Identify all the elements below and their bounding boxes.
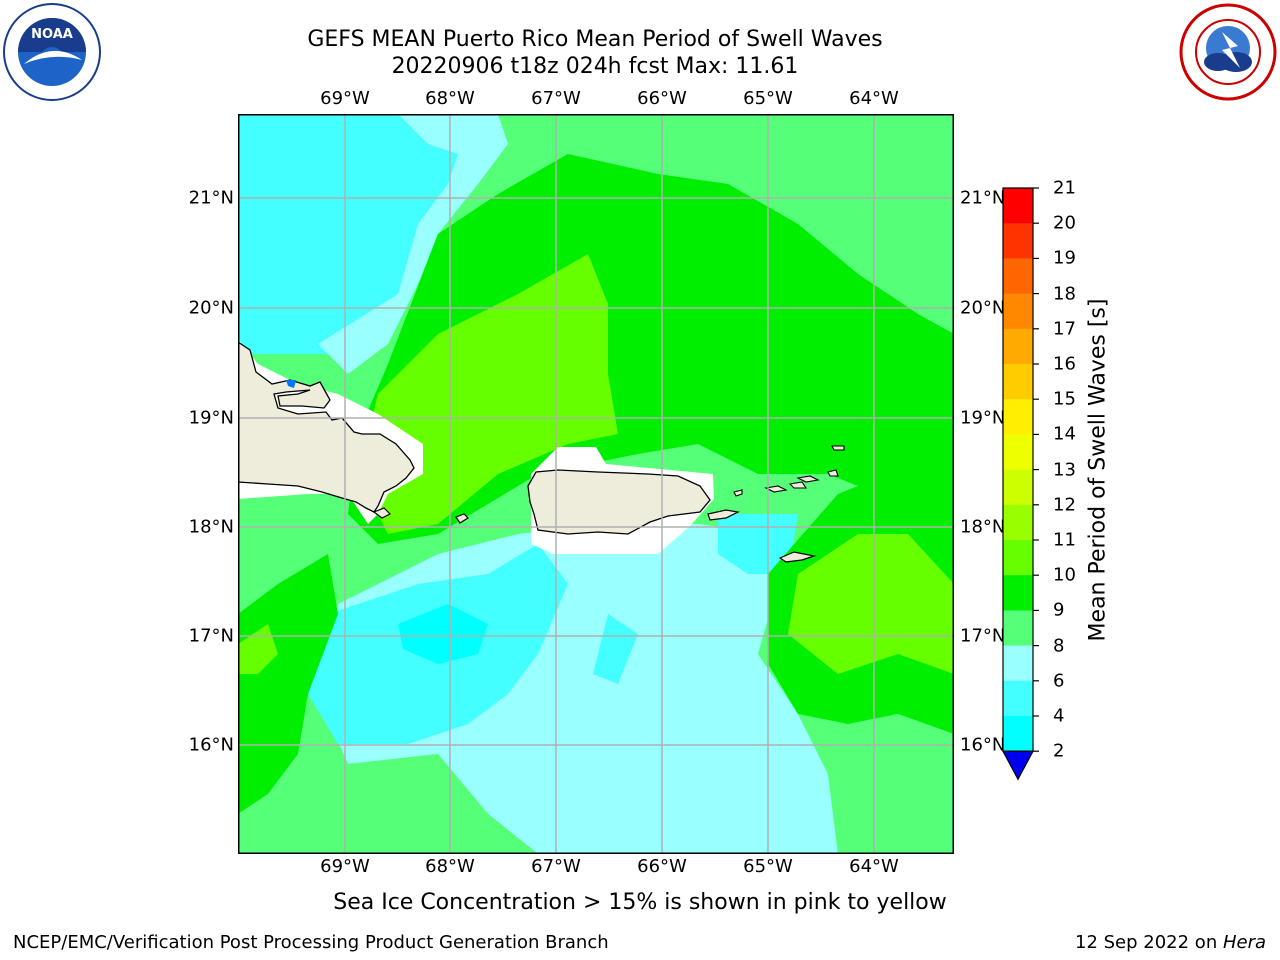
lat-label-left: 19°N	[188, 407, 234, 429]
lon-label-top: 66°W	[637, 88, 687, 109]
colorbar-tick-label: 6	[1053, 670, 1065, 692]
lon-label-bottom: 66°W	[637, 856, 687, 877]
lon-label-top: 65°W	[743, 88, 793, 109]
region-9-10s-southwest	[238, 754, 538, 854]
colorbar-segment	[1003, 258, 1033, 295]
colorbar-tick-label: 11	[1053, 529, 1076, 551]
land-isla-saona	[372, 507, 392, 519]
lat-label-right: 18°N	[960, 516, 1006, 538]
colorbar-segment	[1003, 328, 1033, 365]
colorbar-segment	[1003, 504, 1033, 541]
region-11-12s-southeast	[788, 534, 954, 674]
colorbar-segment	[1003, 188, 1033, 224]
colorbar-tick-label: 17	[1053, 318, 1076, 340]
lon-label-top: 68°W	[425, 88, 475, 109]
land-st-thomas	[764, 485, 788, 493]
footer-date: 12 Sep 2022 on Hera	[1075, 932, 1266, 953]
lon-label-top: 67°W	[531, 88, 581, 109]
colorbar-tick-label: 10	[1053, 564, 1076, 586]
noaa-logo: NOAA	[3, 3, 101, 101]
lat-label-right: 16°N	[960, 734, 1006, 756]
colorbar-tick-label: 18	[1053, 283, 1076, 305]
colorbar-segment	[1003, 399, 1033, 435]
colorbar-tick-label: 12	[1053, 494, 1076, 516]
footer-date-text: 12 Sep 2022 on	[1075, 932, 1223, 953]
lat-label-right: 21°N	[960, 187, 1006, 209]
region-6-8s-patch	[593, 614, 638, 684]
colorbar-segment	[1003, 364, 1033, 400]
land-virgin-gorda	[827, 469, 839, 477]
lat-label-left: 20°N	[188, 297, 234, 319]
lat-label-right: 20°N	[960, 297, 1006, 319]
colorbar-segment	[1003, 575, 1033, 611]
colorbar-title: Mean Period of Swell Waves [s]	[1085, 298, 1111, 642]
region-6-8s-east	[718, 514, 798, 574]
land-hispaniola	[238, 341, 415, 513]
colorbar-segment	[1003, 645, 1033, 682]
colorbar-segment	[1003, 540, 1033, 576]
colorbar-tick-label: 20	[1053, 212, 1076, 234]
colorbar	[1001, 187, 1039, 781]
region-6-8s-northwest	[238, 114, 458, 354]
lat-label-left: 17°N	[188, 625, 234, 647]
land-culebra	[733, 489, 743, 497]
colorbar-extend-triangle	[1001, 750, 1035, 781]
lat-label-right: 17°N	[960, 625, 1006, 647]
colorbar-tick-label: 9	[1053, 599, 1065, 621]
footer-host: Hera	[1222, 932, 1266, 953]
colorbar-segment	[1003, 469, 1033, 506]
land-st-croix	[778, 551, 817, 563]
region-4-6s-south	[398, 604, 488, 664]
nws-logo	[1179, 3, 1277, 101]
region-10-11s-southwest	[238, 554, 338, 814]
region-8-9s-northwest-band	[318, 114, 508, 374]
lon-label-bottom: 69°W	[320, 856, 370, 877]
lat-label-left: 21°N	[188, 187, 234, 209]
colorbar-tick-label: 8	[1053, 635, 1065, 657]
colorbar-tick-label: 16	[1053, 353, 1076, 375]
swell-period-map	[238, 114, 954, 854]
lon-label-bottom: 67°W	[531, 856, 581, 877]
lon-label-bottom: 65°W	[743, 856, 793, 877]
colorbar-tick-label: 19	[1053, 247, 1076, 269]
colorbar-tick-label: 15	[1053, 388, 1076, 410]
colorbar-segment	[1003, 223, 1033, 259]
lon-label-bottom: 68°W	[425, 856, 475, 877]
chart-subtitle: 20220906 t18z 024h fcst Max: 11.61	[391, 54, 799, 79]
colorbar-segment	[1003, 716, 1033, 752]
footer-credit: NCEP/EMC/Verification Post Processing Pr…	[13, 932, 609, 953]
colorbar-tick-label: 13	[1053, 459, 1076, 481]
region-9-10s-southeast	[798, 714, 954, 854]
land-tortola	[796, 475, 820, 483]
colorbar-segment	[1003, 610, 1033, 647]
lon-label-top: 64°W	[849, 88, 899, 109]
colorbar-tick-label: 2	[1053, 740, 1065, 762]
svg-text:NOAA: NOAA	[31, 27, 73, 42]
colorbar-segment	[1003, 434, 1033, 471]
colorbar-tick-label: 21	[1053, 177, 1076, 199]
colorbar-tick-label: 14	[1053, 423, 1076, 445]
sea-ice-note: Sea Ice Concentration > 15% is shown in …	[333, 890, 947, 915]
map-frame	[238, 114, 954, 854]
colorbar-segment	[1003, 293, 1033, 330]
land-vieques	[707, 509, 740, 521]
lon-label-bottom: 64°W	[849, 856, 899, 877]
land-st-john	[788, 481, 808, 489]
land-anegada	[831, 445, 845, 451]
lon-label-top: 69°W	[320, 88, 370, 109]
chart-title: GEFS MEAN Puerto Rico Mean Period of Swe…	[307, 27, 883, 52]
lake	[286, 380, 296, 388]
colorbar-tick-label: 4	[1053, 705, 1065, 727]
lat-label-right: 19°N	[960, 407, 1006, 429]
gridlines	[238, 114, 954, 854]
colorbar-segment	[1003, 680, 1033, 717]
lat-label-left: 16°N	[188, 734, 234, 756]
lat-label-left: 18°N	[188, 516, 234, 538]
land-mona	[455, 513, 469, 524]
